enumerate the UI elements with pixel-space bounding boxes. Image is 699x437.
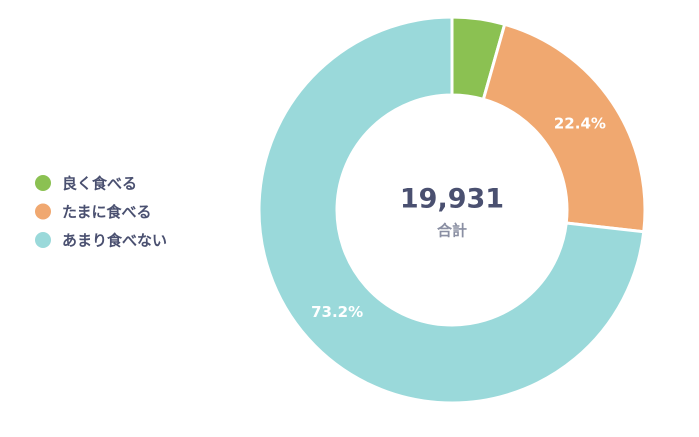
legend-label: 良く食べる bbox=[62, 175, 137, 193]
center-total: 19,931 bbox=[400, 184, 504, 215]
value-label: 73.2% bbox=[311, 303, 363, 321]
legend-swatch bbox=[35, 175, 51, 191]
center-caption: 合計 bbox=[436, 222, 467, 240]
legend-swatch bbox=[35, 203, 51, 220]
value-label: 22.4% bbox=[554, 115, 606, 133]
legend-swatch bbox=[35, 232, 51, 248]
donut-slice bbox=[481, 22, 647, 234]
legend-label: たまに食べる bbox=[62, 203, 152, 221]
legend-label: あまり食べない bbox=[62, 232, 167, 250]
donut-slice bbox=[257, 15, 646, 405]
